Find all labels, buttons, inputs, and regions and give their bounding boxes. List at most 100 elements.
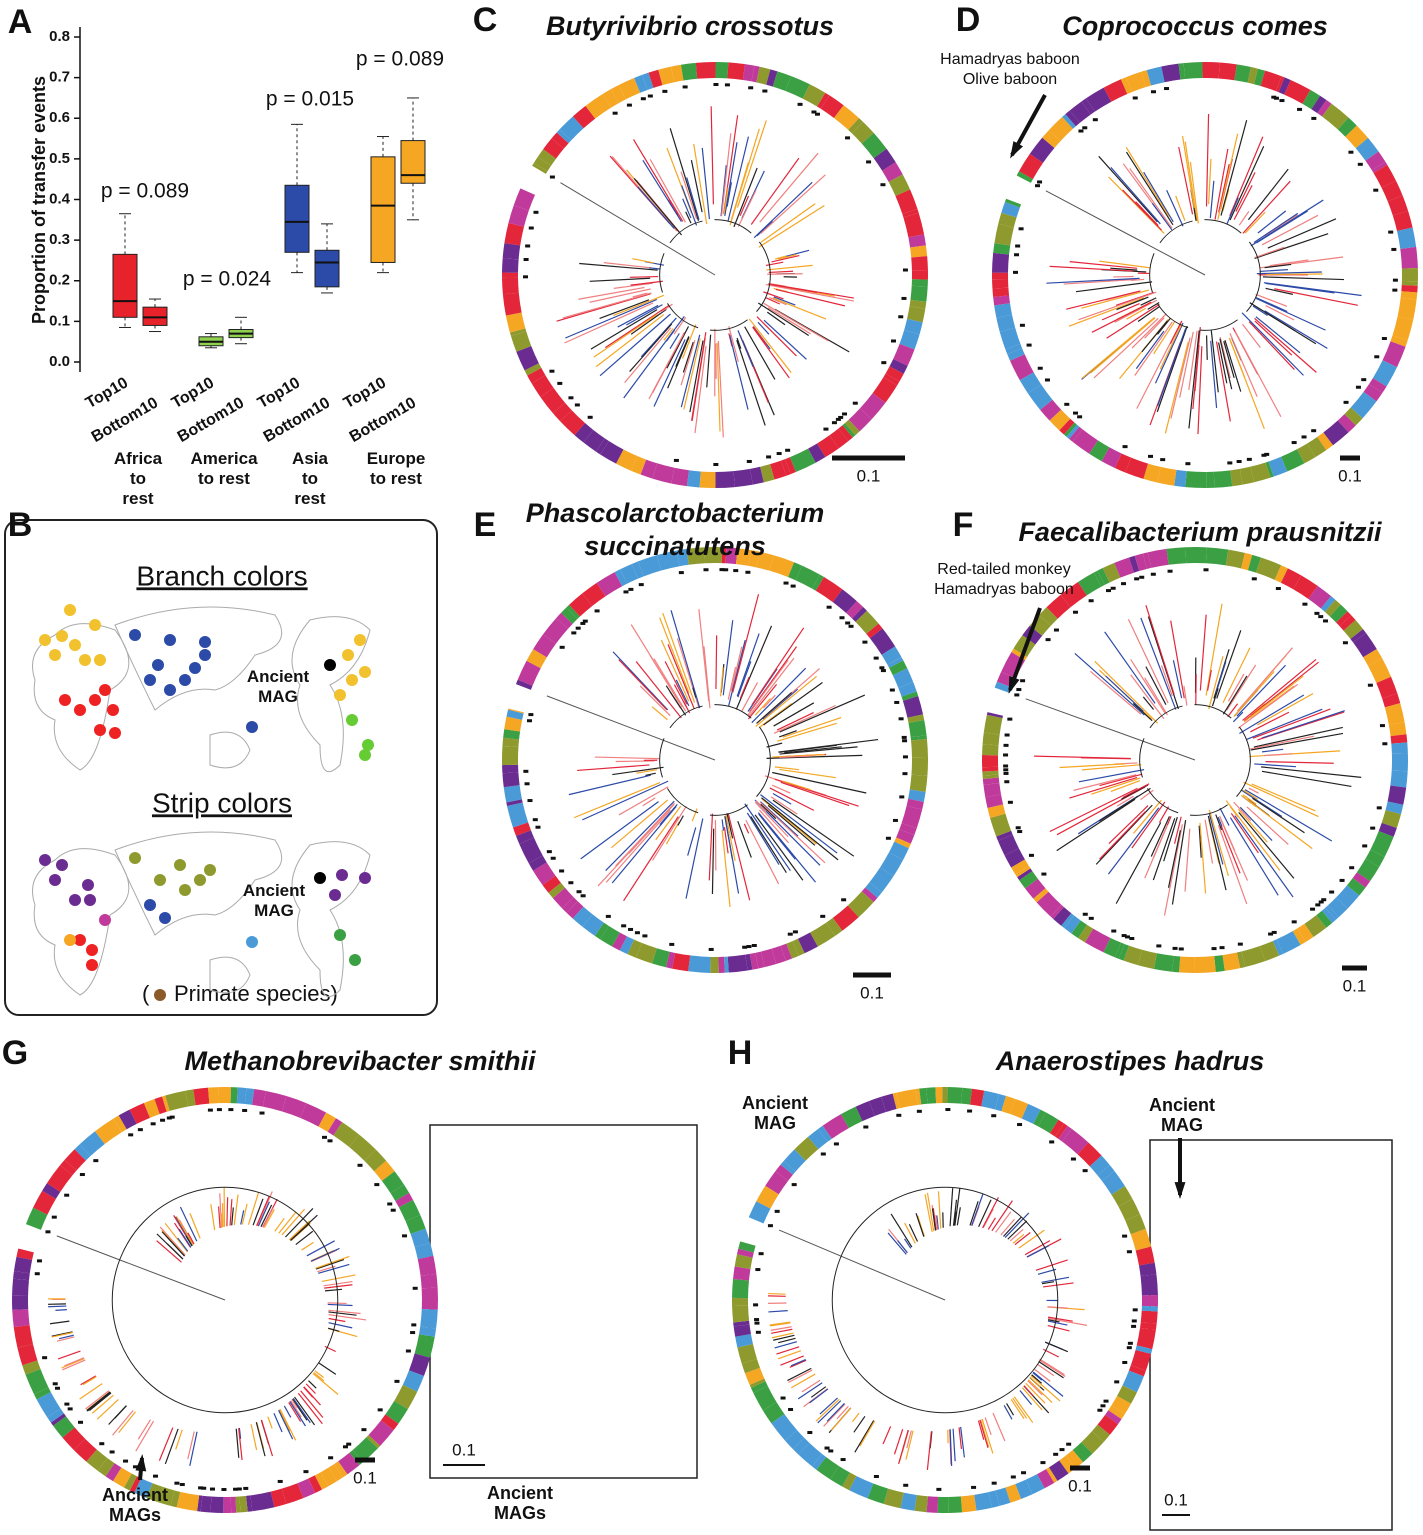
strip-dot	[1078, 129, 1084, 133]
strip-segment	[1015, 1479, 1033, 1499]
tree-branch	[1262, 276, 1345, 281]
strip-segment	[1135, 1246, 1155, 1266]
strip-segment	[1123, 945, 1143, 966]
strip-dot	[1026, 343, 1032, 347]
strip-segment	[842, 423, 856, 438]
strip-segment	[1033, 1109, 1046, 1127]
strip-segment	[1143, 463, 1161, 483]
strip-segment	[648, 69, 663, 88]
tree-branch	[1237, 647, 1293, 712]
strip-dot	[342, 1445, 348, 1449]
strip-dot	[568, 881, 574, 885]
tree-branch	[1081, 764, 1142, 771]
map-dot	[39, 634, 51, 646]
strip-dot	[1361, 378, 1367, 382]
strip-segment	[505, 312, 526, 333]
strip-segment	[46, 1165, 73, 1192]
strip-dot	[594, 609, 600, 613]
strip-dot	[1013, 270, 1019, 274]
tree-branch	[926, 1192, 935, 1232]
strip-segment	[809, 922, 836, 947]
tree-branch	[706, 334, 712, 388]
strip-segment	[749, 952, 759, 970]
tree-branch	[769, 1321, 791, 1326]
tree-branch	[1235, 172, 1256, 212]
strip-segment	[1350, 391, 1377, 419]
tree-branch	[51, 1331, 73, 1337]
tree-branch	[1184, 828, 1191, 892]
strip-segment	[750, 1381, 768, 1393]
map-dot	[107, 704, 119, 716]
strip-segment	[1027, 384, 1053, 410]
tree-branch	[775, 288, 846, 307]
map-dot	[362, 739, 374, 751]
strip-segment	[627, 939, 642, 958]
strip-dot	[128, 1133, 134, 1137]
strip-dot	[1015, 244, 1021, 248]
strip-dot	[791, 1183, 797, 1187]
tree-branch	[1043, 1282, 1074, 1288]
tree-branch	[708, 813, 714, 881]
strip-segment	[1260, 70, 1282, 92]
strip-dot	[1203, 568, 1209, 572]
tree-branch	[1261, 214, 1319, 246]
strip-segment	[1247, 554, 1261, 573]
map-dot	[39, 854, 51, 866]
tree-branch	[1110, 166, 1161, 225]
tree-branch	[651, 805, 687, 861]
strip-segment	[1156, 466, 1177, 486]
strip-dot	[36, 1259, 42, 1263]
annotation: Hamadryas baboon	[934, 581, 1074, 598]
tree-branch	[629, 323, 673, 372]
strip-segment	[12, 1278, 30, 1297]
strip-segment	[79, 1131, 105, 1157]
tree-branch	[732, 594, 760, 693]
strip-dot	[1301, 435, 1307, 439]
tree-branch	[51, 1331, 73, 1338]
strip-dot	[221, 1487, 227, 1491]
strip-segment	[1125, 457, 1149, 479]
strip-dot	[1014, 693, 1020, 697]
strip-dot	[277, 1479, 283, 1483]
annotation: Olive baboon	[963, 71, 1057, 88]
tree-branch	[1045, 190, 1206, 276]
strip-segment	[1040, 399, 1062, 421]
strip-segment	[715, 471, 735, 488]
tree-branch	[1208, 656, 1224, 710]
strip-segment	[908, 234, 926, 248]
strip-segment	[999, 327, 1021, 350]
panel-letter: A	[8, 3, 33, 41]
strip-segment	[281, 1096, 307, 1118]
strip-dot	[1059, 1448, 1065, 1452]
tree-branch	[260, 1204, 273, 1227]
tree-branch	[937, 1191, 942, 1229]
tree-branch	[784, 746, 842, 754]
strip-dot	[166, 1116, 172, 1120]
tree-branch	[1115, 291, 1155, 306]
tree-branch	[1129, 168, 1173, 229]
tree-branch	[725, 814, 736, 862]
tree-branch	[755, 800, 767, 812]
strip-dot	[1268, 932, 1274, 936]
tree-branch	[830, 1407, 852, 1431]
strip-segment	[506, 799, 523, 807]
tree-branch	[1246, 708, 1323, 741]
tree-branch	[1255, 297, 1288, 313]
strip-dot	[898, 315, 904, 319]
strip-dot	[628, 587, 634, 591]
strip-dot	[1106, 589, 1112, 593]
strip-segment	[760, 948, 777, 968]
strip-segment	[1292, 928, 1306, 945]
strip-segment	[532, 162, 548, 174]
tree-branch	[238, 1427, 242, 1439]
strip-segment	[524, 363, 542, 376]
strip-dot	[1211, 947, 1217, 951]
tree-branch	[666, 326, 690, 369]
tree-branch	[1157, 328, 1187, 407]
strip-segment	[832, 589, 857, 614]
strip-dot	[387, 1202, 393, 1206]
tree-branch	[906, 1430, 912, 1449]
tree-branch	[979, 1419, 989, 1449]
strip-dot	[852, 401, 858, 405]
strip-segment	[1037, 1469, 1055, 1489]
